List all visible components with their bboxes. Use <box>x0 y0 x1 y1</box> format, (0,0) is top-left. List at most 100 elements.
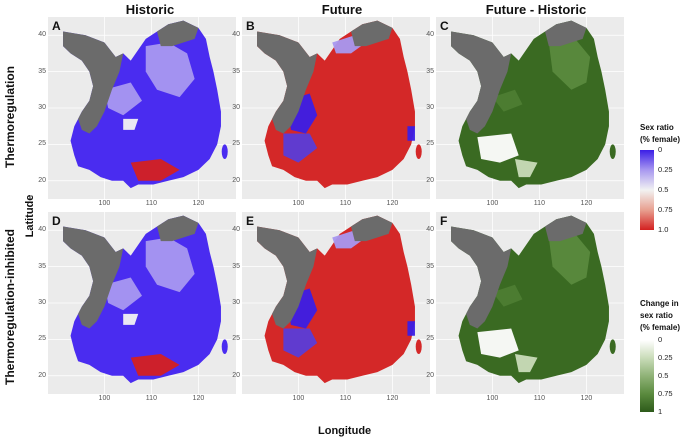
y-tick-label: 30 <box>38 299 46 306</box>
legend-change-colorbar <box>640 340 654 412</box>
column-title-historic: Historic <box>125 2 175 17</box>
no-data-region <box>63 215 199 329</box>
y-tick-label: 35 <box>38 262 46 270</box>
y-tick-label: 25 <box>38 335 46 343</box>
value-patch <box>477 133 519 163</box>
row-title-thermoregulation-inhibited: Thermoregulation-inhibited <box>3 229 17 385</box>
legend-tick-label: 0.75 <box>658 205 673 214</box>
y-tick-label: 25 <box>232 335 240 343</box>
x-tick-label: 120 <box>192 395 205 402</box>
value-patch <box>407 321 415 336</box>
x-tick-label: 100 <box>292 395 305 402</box>
y-tick-label: 30 <box>232 104 240 111</box>
x-axis-title: Longitude <box>318 425 372 437</box>
no-data-region <box>451 20 587 134</box>
y-axis-title: Latitude <box>24 194 36 238</box>
legend-tick-label: 0.25 <box>658 353 673 362</box>
map-panel-a: A <box>48 17 236 199</box>
legend-change-title-line3: (% female) <box>640 323 681 332</box>
x-tick-label: 100 <box>486 200 499 207</box>
value-patch <box>548 38 591 90</box>
legend-tick-label: 1.0 <box>658 225 669 234</box>
value-patch <box>130 353 180 376</box>
x-tick-label: 120 <box>386 200 399 207</box>
y-tick-label: 25 <box>38 140 46 148</box>
map-svg-b <box>242 17 430 199</box>
legend-tick-label: 0 <box>658 145 663 154</box>
value-patch <box>492 89 523 112</box>
column-title-difference: Future - Historic <box>485 2 587 17</box>
x-tick-label: 110 <box>145 395 157 402</box>
map-panel-f: F <box>436 212 624 394</box>
panel-label-c: C <box>440 19 449 33</box>
value-patch <box>123 313 139 325</box>
legend-sex-ratio-title-line1: Sex ratio <box>640 123 674 132</box>
legend-tick-label: 0.25 <box>658 165 673 174</box>
x-tick-label: 110 <box>533 200 545 207</box>
legend-sex-ratio-title-line2: (% female) <box>640 135 681 144</box>
value-patch <box>477 328 519 358</box>
value-patch <box>104 277 142 311</box>
value-patch <box>145 237 195 293</box>
no-data-region <box>63 20 199 134</box>
x-tick-label: 120 <box>192 200 205 207</box>
legend-change-title-line1: Change in <box>640 299 679 308</box>
legend-tick-label: 0.5 <box>658 185 669 194</box>
x-tick-label: 110 <box>339 395 351 402</box>
y-tick-label: 35 <box>426 262 434 270</box>
panel-label-b: B <box>246 19 255 33</box>
value-patch <box>130 158 180 181</box>
map-svg-f <box>436 212 624 394</box>
y-tick-label: 30 <box>426 104 434 111</box>
taiwan-island <box>609 339 616 354</box>
y-tick-label: 40 <box>426 31 434 39</box>
value-patch <box>123 118 139 130</box>
value-patch <box>407 126 415 141</box>
value-patch <box>104 82 142 116</box>
value-patch <box>283 328 318 358</box>
y-tick-label: 35 <box>232 67 240 75</box>
x-tick-label: 100 <box>486 395 499 402</box>
y-tick-label: 20 <box>232 371 240 379</box>
y-tick-label: 20 <box>232 176 240 184</box>
y-tick-label: 30 <box>426 299 434 306</box>
value-patch <box>283 133 318 163</box>
map-panel-b: B <box>242 17 430 199</box>
no-data-region <box>257 20 393 134</box>
taiwan-island <box>609 144 616 159</box>
value-patch <box>514 353 538 373</box>
legend-tick-label: 1 <box>658 407 663 416</box>
y-tick-label: 40 <box>426 226 434 234</box>
y-tick-label: 30 <box>232 299 240 306</box>
value-patch <box>492 284 523 307</box>
x-tick-label: 100 <box>98 395 111 402</box>
x-tick-label: 120 <box>580 200 593 207</box>
no-data-region <box>257 215 393 329</box>
y-tick-label: 35 <box>232 262 240 270</box>
y-tick-label: 20 <box>38 176 46 184</box>
value-patch <box>145 42 195 98</box>
map-panel-c: C <box>436 17 624 199</box>
no-data-region <box>451 215 587 329</box>
legend-change-title-line2: sex ratio <box>640 311 673 320</box>
y-tick-label: 25 <box>426 335 434 343</box>
value-patch <box>548 233 591 285</box>
panel-label-f: F <box>440 214 448 228</box>
panel-label-e: E <box>246 214 255 228</box>
row-title-thermoregulation: Thermoregulation <box>3 66 17 169</box>
legend-tick-label: 0.5 <box>658 371 669 380</box>
y-tick-label: 35 <box>38 67 46 75</box>
x-tick-label: 120 <box>580 395 593 402</box>
y-tick-label: 30 <box>38 104 46 111</box>
taiwan-island <box>221 339 228 354</box>
legend-tick-label: 0.75 <box>658 389 673 398</box>
x-tick-label: 120 <box>386 395 399 402</box>
y-tick-label: 20 <box>426 176 434 184</box>
map-svg-d <box>48 212 236 394</box>
legend-sex-ratio-colorbar <box>640 150 654 230</box>
y-tick-label: 25 <box>426 140 434 148</box>
map-panel-d: D <box>48 212 236 394</box>
map-svg-a <box>48 17 236 199</box>
y-tick-label: 40 <box>38 31 46 39</box>
map-panel-e: E <box>242 212 430 394</box>
